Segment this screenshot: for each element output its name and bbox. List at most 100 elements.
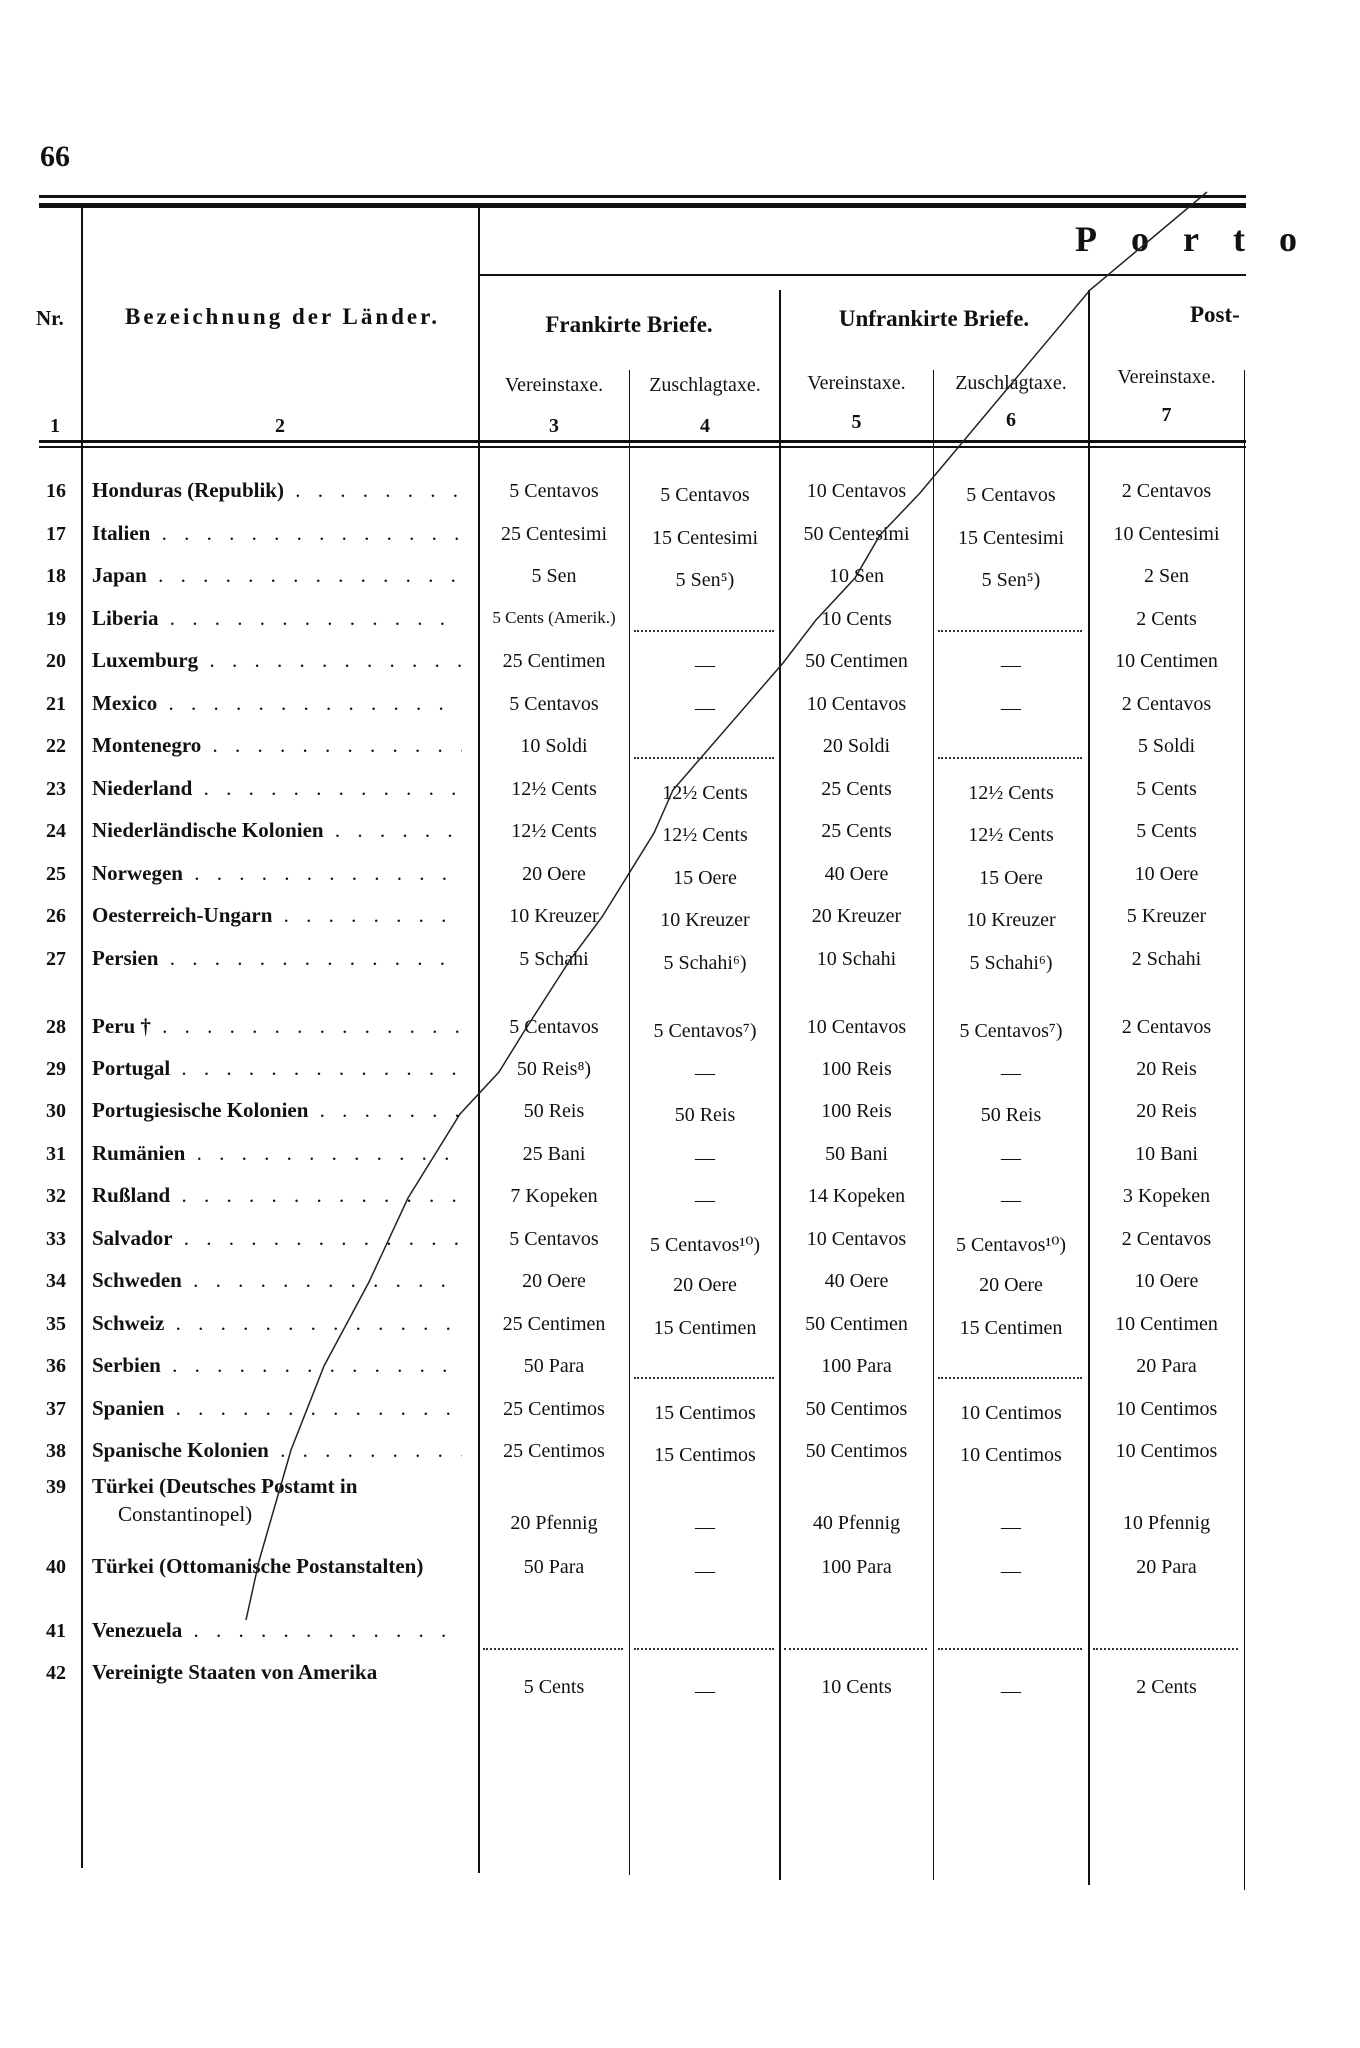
cell-c5: 100 Reis (821, 1100, 892, 1122)
cell-c7: 10 Oere (1134, 1270, 1199, 1292)
cell-c4: 12½ Cents (662, 782, 748, 804)
colnum-7: 7 (1161, 404, 1172, 426)
cell-c5: 100 Reis (821, 1058, 892, 1080)
cell-c7: 5 Kreuzer (1126, 905, 1207, 927)
cell-c3: 5 Centavos (509, 1228, 599, 1250)
cell-c7: 10 Centimen (1115, 650, 1218, 672)
cell-c6: — (1001, 1516, 1021, 1538)
cell-c7: 2 Centavos (1121, 693, 1212, 715)
col-divider-2 (478, 208, 480, 1873)
cell-c3: 5 Cents (523, 1676, 585, 1698)
country-name: Honduras (Republik) . . . . . . . . . . … (92, 478, 462, 503)
header-frankirte: Frankirte Briefe. (545, 312, 713, 337)
cell-c3: 5 Centavos (509, 1016, 599, 1038)
header-bottom-rule-2 (39, 446, 1246, 448)
country-name: Mexico . . . . . . . . . . . . . . . . .… (92, 691, 462, 716)
country-name: Portugal . . . . . . . . . . . . . . . .… (92, 1056, 462, 1081)
colnum-3: 3 (549, 415, 559, 437)
cell-c7: 2 Sen (1144, 565, 1189, 587)
header-col6: Zuschlagtaxe. (955, 372, 1067, 394)
row-number: 38 (46, 1440, 66, 1462)
cell-c4: 12½ Cents (662, 824, 748, 846)
cell-c6: 5 Centavos (966, 484, 1056, 506)
cell-c3: 50 Reis⁸) (516, 1058, 592, 1080)
cell-c7: 10 Centimos (1115, 1398, 1218, 1420)
col-divider-5 (933, 370, 934, 1880)
country-name: Oesterreich-Ungarn . . . . . . . . . . .… (92, 903, 462, 928)
country-name: Rumänien . . . . . . . . . . . . . . . .… (92, 1141, 462, 1166)
cell-c3: 5 Cents (Amerik.) (492, 608, 616, 627)
country-name-text: Spanische Kolonien (92, 1438, 269, 1462)
cell-c6: 15 Centesimi (957, 527, 1065, 549)
cell-c3: 20 Pfennig (510, 1512, 598, 1534)
cell-c5: 25 Cents (821, 820, 892, 842)
cell-c4: — (695, 654, 715, 676)
country-name: Montenegro . . . . . . . . . . . . . . .… (92, 733, 462, 758)
dot-leader: . . . . . . . . . . . . . . . . . . (334, 818, 462, 842)
cell-c7: 10 Oere (1134, 863, 1199, 885)
col-divider-1 (81, 208, 83, 1868)
country-name-text: Rumänien (92, 1141, 186, 1165)
cell-c7: 10 Centimen (1115, 1313, 1218, 1335)
country-name-text: Vereinigte Staaten von Amerika (92, 1660, 378, 1684)
header-country: Bezeichnung der Länder. (124, 304, 440, 329)
header-col3: Vereinstaxe. (504, 374, 604, 396)
country-name: Peru † . . . . . . . . . . . . . . . . .… (92, 1014, 462, 1039)
country-name: Spanische Kolonien . . . . . . . . . . .… (92, 1438, 462, 1463)
cell-c6: — (1001, 1062, 1021, 1084)
cell-c5: 40 Oere (824, 1270, 889, 1292)
dot-leader: . . . . . . . . . . . . . . . . . . (203, 776, 462, 800)
col-divider-3 (629, 370, 630, 1875)
colnum-1: 1 (50, 415, 60, 437)
cell-c4: 10 Kreuzer (660, 909, 750, 931)
cell-c7: 2 Schahi (1131, 948, 1202, 970)
dot-leader: . . . . . . . . . . . . . . . . . . (280, 1438, 462, 1462)
cell-c4: — (695, 1147, 715, 1169)
cell-c5: 10 Centavos (806, 1016, 907, 1038)
empty-cell-dotted (634, 757, 774, 759)
cell-c7: 10 Pfennig (1122, 1512, 1211, 1534)
country-name-text: Rußland (92, 1183, 171, 1207)
dot-leader: . . . . . . . . . . . . . . . . . . (209, 648, 462, 672)
page-number: 66 (40, 140, 70, 173)
cell-c4: 15 Oere (673, 867, 737, 889)
cell-c7: 10 Bani (1135, 1143, 1198, 1165)
row-number: 28 (46, 1016, 66, 1038)
cell-c5: 10 Cents (821, 1676, 892, 1698)
cell-c7: 20 Reis (1136, 1058, 1197, 1080)
row-number: 22 (46, 735, 66, 757)
colnum-6: 6 (1006, 409, 1016, 431)
cell-c3: 5 Centavos (509, 693, 599, 715)
colnum-2: 2 (275, 415, 285, 437)
row-number: 32 (46, 1185, 66, 1207)
country-name-text: Niederland (92, 776, 193, 800)
empty-cell-dotted (938, 757, 1082, 759)
country-name-text: Schweiz (92, 1311, 165, 1335)
dot-leader: . . . . . . . . . . . . . . . . . . (162, 1014, 462, 1038)
cell-c3: 50 Para (523, 1355, 585, 1377)
cell-c6: 5 Schahi⁶) (969, 952, 1053, 974)
country-name-text: Montenegro (92, 733, 202, 757)
row-number: 16 (46, 480, 66, 502)
cell-c7: 2 Cents (1136, 608, 1197, 630)
cell-c3: 20 Oere (522, 863, 586, 885)
country-name-text: Honduras (Republik) (92, 478, 284, 502)
country-name-text: Norwegen (92, 861, 183, 885)
cell-c6: — (1001, 654, 1021, 676)
country-name-text: Niederländische Kolonien (92, 818, 324, 842)
cell-c3: 25 Centimen (502, 650, 606, 672)
dot-leader: . . . . . . . . . . . . . . . . . . (295, 478, 462, 502)
cell-c5: 14 Kopeken (807, 1185, 906, 1207)
dot-leader: . . . . . . . . . . . . . . . . . . (161, 521, 462, 545)
cell-c3: 25 Centesimi (500, 523, 608, 545)
cell-c3: 25 Centimos (503, 1440, 605, 1462)
country-name: Persien . . . . . . . . . . . . . . . . … (92, 946, 462, 971)
country-name: Niederland . . . . . . . . . . . . . . .… (92, 776, 462, 801)
row-number: 25 (46, 863, 66, 885)
row-number: 20 (46, 650, 66, 672)
country-name: Luxemburg . . . . . . . . . . . . . . . … (92, 648, 462, 673)
cell-c6: — (1001, 1560, 1021, 1582)
country-name-text: Liberia (92, 606, 159, 630)
cell-c6: 20 Oere (979, 1274, 1043, 1296)
header-bottom-rule (39, 440, 1246, 443)
